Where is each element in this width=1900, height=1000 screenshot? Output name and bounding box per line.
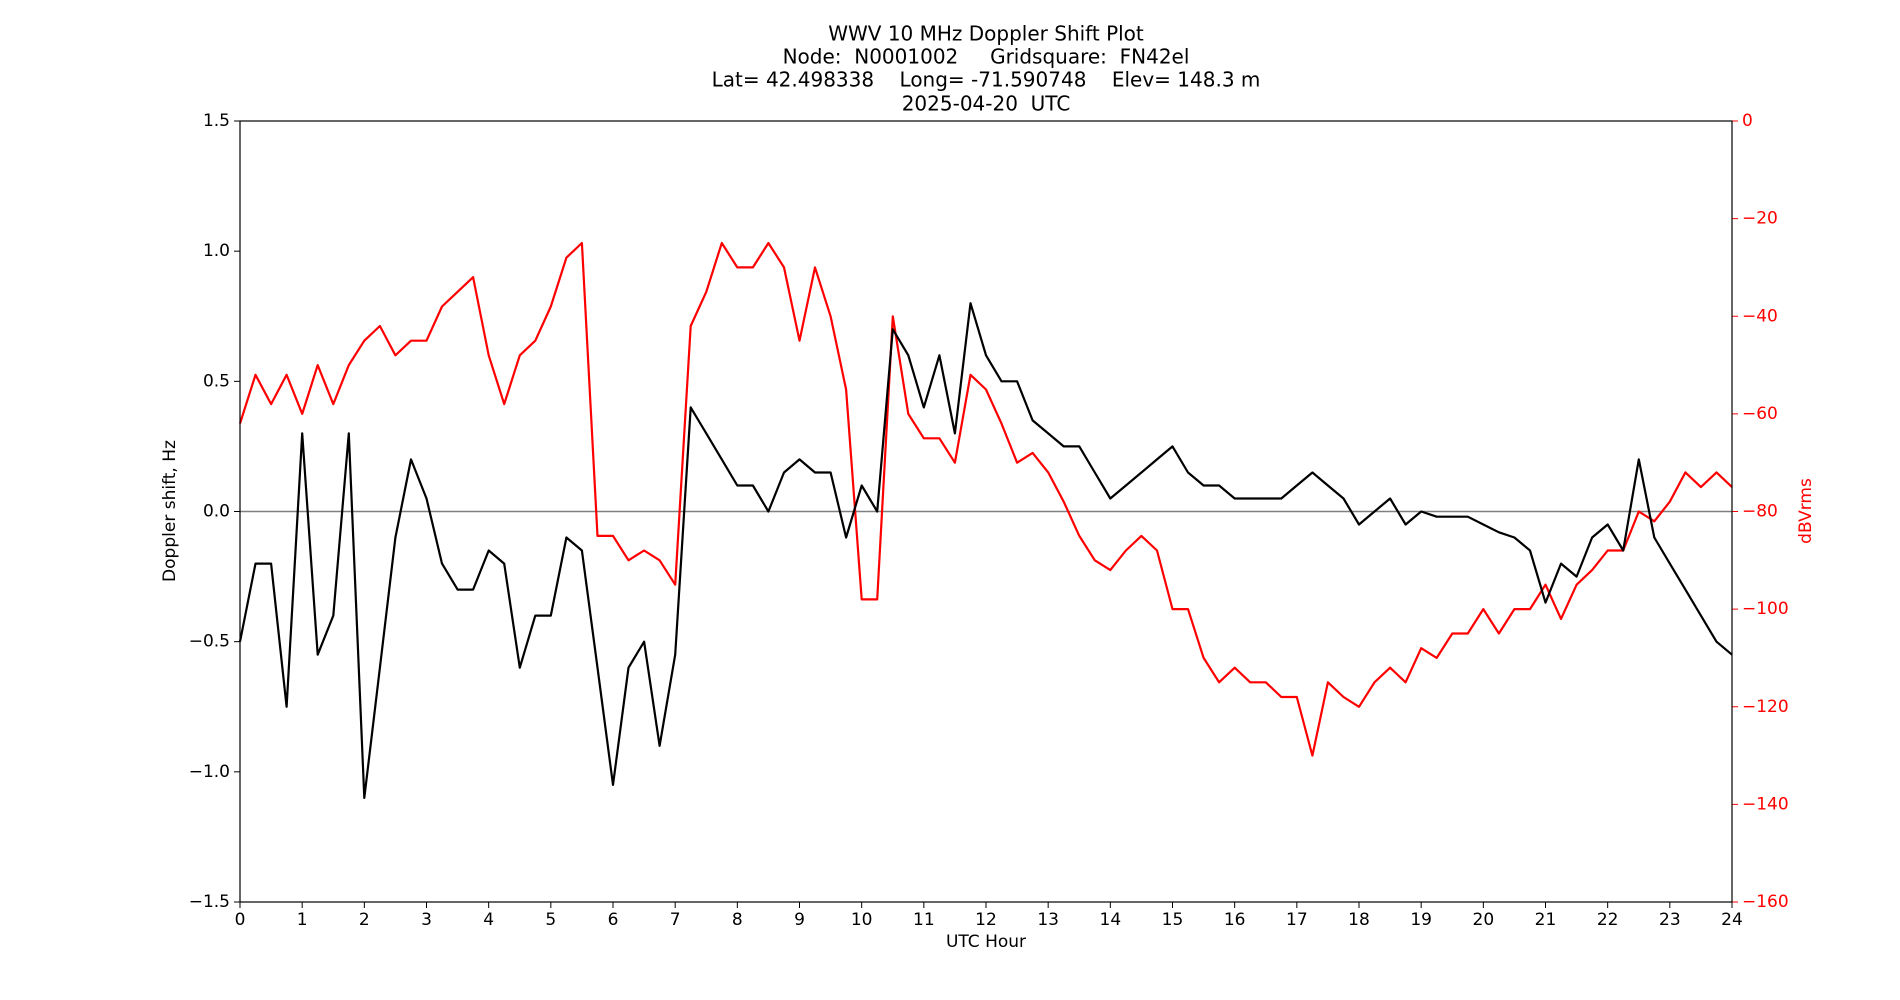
x-tick-label: 14 xyxy=(1100,910,1122,930)
y-tick-label: 1.5 xyxy=(203,111,230,131)
data-line xyxy=(238,241,1733,757)
x-tick-label: 3 xyxy=(421,910,432,930)
x-tick-label: 21 xyxy=(1535,910,1557,930)
x-tick-label: 16 xyxy=(1224,910,1246,930)
y2-tick-label: −60 xyxy=(1742,404,1778,424)
data-line xyxy=(238,302,1733,799)
x-tick-label: 17 xyxy=(1286,910,1308,930)
x-tick-label: 1 xyxy=(297,910,308,930)
y-tick-label: 1.0 xyxy=(203,241,230,261)
y2-tick-label: −160 xyxy=(1742,892,1789,912)
y2-tick-label: −100 xyxy=(1742,599,1789,619)
y-tick-label: 0.0 xyxy=(203,502,230,522)
y2-tick-label: −40 xyxy=(1742,306,1778,326)
y-tick-label: −0.5 xyxy=(189,632,230,652)
x-tick-label: 19 xyxy=(1410,910,1432,930)
x-tick-label: 2 xyxy=(359,910,370,930)
y2-tick-label: −120 xyxy=(1742,697,1789,717)
x-tick-label: 13 xyxy=(1037,910,1059,930)
x-tick-label: 22 xyxy=(1597,910,1619,930)
x-tick-label: 20 xyxy=(1473,910,1495,930)
y2-tick-label: −80 xyxy=(1742,502,1778,522)
x-tick-label: 9 xyxy=(794,910,805,930)
y2-tick-label: 0 xyxy=(1742,111,1753,131)
chart-subtitle: Node: N0001002 Gridsquare: FN42el xyxy=(783,45,1190,69)
x-tick-label: 18 xyxy=(1348,910,1370,930)
y-tick-label: 0.5 xyxy=(203,371,230,391)
y2-tick-label: −20 xyxy=(1742,209,1778,229)
x-tick-label: 11 xyxy=(913,910,935,930)
x-tick-label: 5 xyxy=(545,910,556,930)
plot-frame xyxy=(239,120,1733,903)
y-tick-label: −1.0 xyxy=(189,762,230,782)
x-tick-label: 8 xyxy=(732,910,743,930)
x-tick-label: 0 xyxy=(235,910,246,930)
y2-tick-label: −140 xyxy=(1742,794,1789,814)
x-tick-label: 12 xyxy=(975,910,997,930)
y-tick-label: −1.5 xyxy=(189,892,230,912)
x-tick-label: 10 xyxy=(851,910,873,930)
x-axis-label: UTC Hour xyxy=(946,932,1026,952)
x-tick-label: 4 xyxy=(483,910,494,930)
x-tick-label: 24 xyxy=(1721,910,1743,930)
y-axis-label: Doppler shift, Hz xyxy=(160,440,180,582)
chart-subtitle: 2025-04-20 UTC xyxy=(902,92,1071,116)
chart-title: WWV 10 MHz Doppler Shift Plot xyxy=(828,22,1144,46)
x-tick-label: 15 xyxy=(1162,910,1184,930)
chart-subtitle: Lat= 42.498338 Long= -71.590748 Elev= 14… xyxy=(712,68,1261,92)
x-tick-label: 7 xyxy=(670,910,681,930)
x-tick-label: 23 xyxy=(1659,910,1681,930)
x-tick-label: 6 xyxy=(608,910,619,930)
y2-axis-label: dBVrms xyxy=(1796,478,1816,544)
